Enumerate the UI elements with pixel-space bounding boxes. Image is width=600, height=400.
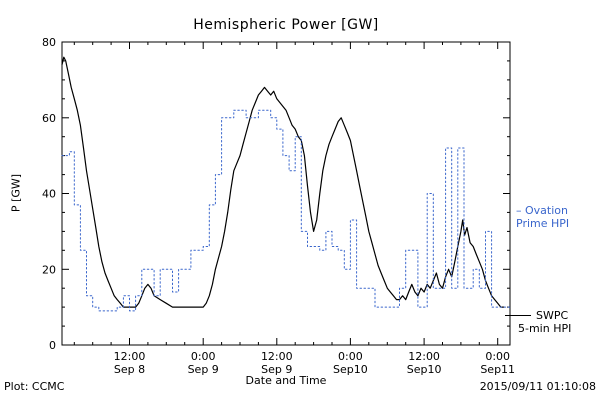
legend-swpc-line-sample — [505, 315, 531, 316]
svg-text:0: 0 — [49, 339, 56, 352]
svg-text:20: 20 — [42, 263, 56, 276]
chart-title: Hemispheric Power [GW] — [193, 17, 379, 33]
legend-swpc: SWPC 5-min HPI — [505, 309, 571, 335]
svg-text:40: 40 — [42, 188, 56, 201]
svg-text:Sep11: Sep11 — [480, 363, 515, 376]
x-axis-label: Date and Time — [245, 374, 327, 387]
svg-text:0:00: 0:00 — [485, 350, 510, 363]
legend-ovation-line1: – Ovation — [516, 204, 568, 217]
svg-text:0:00: 0:00 — [191, 350, 216, 363]
y-axis-label: P [GW] — [9, 173, 23, 213]
svg-text:Sep 9: Sep 9 — [188, 363, 219, 376]
legend-swpc-line1: SWPC — [536, 309, 569, 322]
svg-text:Sep 8: Sep 8 — [114, 363, 145, 376]
plot-source-label: Plot: CCMC — [4, 380, 65, 393]
legend-ovation: – Ovation Prime HPI — [516, 204, 569, 230]
legend-ovation-line2: Prime HPI — [516, 217, 570, 230]
svg-text:12:00: 12:00 — [261, 350, 293, 363]
svg-text:Sep 9: Sep 9 — [261, 363, 292, 376]
svg-text:80: 80 — [42, 36, 56, 49]
svg-text:0:00: 0:00 — [338, 350, 363, 363]
svg-text:12:00: 12:00 — [114, 350, 146, 363]
svg-text:12:00: 12:00 — [408, 350, 440, 363]
svg-text:Sep10: Sep10 — [407, 363, 442, 376]
svg-text:60: 60 — [42, 112, 56, 125]
svg-text:Sep10: Sep10 — [333, 363, 368, 376]
plot-timestamp: 2015/09/11 01:10:08 — [479, 380, 596, 393]
legend-swpc-line2: 5-min HPI — [518, 322, 572, 335]
